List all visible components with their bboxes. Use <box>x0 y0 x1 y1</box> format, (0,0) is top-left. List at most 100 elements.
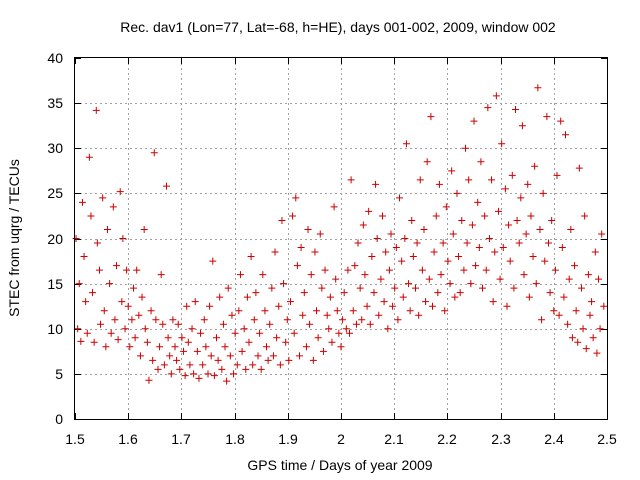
data-point <box>289 212 297 220</box>
data-point <box>238 347 246 355</box>
data-point <box>391 284 399 292</box>
data-point <box>321 266 329 274</box>
data-point <box>140 225 148 233</box>
data-point <box>392 244 400 252</box>
data-point <box>472 262 480 270</box>
data-point <box>361 271 369 279</box>
data-point <box>503 302 511 310</box>
data-point <box>191 298 199 306</box>
data-point <box>216 293 224 301</box>
data-point <box>190 370 198 378</box>
data-point <box>460 266 468 274</box>
data-point <box>269 352 277 360</box>
data-point <box>174 320 182 328</box>
data-point <box>333 307 341 315</box>
data-point <box>213 334 221 342</box>
x-tick-label: 1.8 <box>225 431 245 447</box>
data-point <box>80 253 88 261</box>
data-point <box>184 338 192 346</box>
data-point <box>365 207 373 215</box>
y-tick-label: 0 <box>55 411 63 427</box>
data-point <box>290 329 298 337</box>
data-point <box>252 289 260 297</box>
data-point <box>311 248 319 256</box>
data-point <box>546 289 554 297</box>
data-point <box>77 337 85 345</box>
data-point <box>231 329 239 337</box>
data-point <box>600 302 608 310</box>
data-point <box>385 266 393 274</box>
x-tick-label: 1.9 <box>278 431 298 447</box>
data-point <box>429 302 437 310</box>
data-point <box>224 284 232 292</box>
data-point <box>413 239 421 247</box>
y-tick-label: 30 <box>47 140 63 156</box>
data-point <box>481 212 489 220</box>
data-point <box>536 225 544 233</box>
data-point <box>485 235 493 242</box>
data-point <box>442 203 450 211</box>
data-point <box>588 298 596 306</box>
data-point <box>319 347 327 355</box>
data-point <box>304 225 312 233</box>
data-point <box>243 293 251 301</box>
data-point <box>74 325 82 333</box>
data-point <box>446 280 454 288</box>
data-point <box>145 376 153 384</box>
data-point <box>354 239 362 247</box>
data-point <box>513 216 521 224</box>
data-point <box>432 212 440 220</box>
data-point <box>95 266 103 274</box>
data-point <box>209 257 217 265</box>
data-point <box>124 302 132 310</box>
data-point <box>116 188 124 196</box>
data-point <box>154 365 162 373</box>
data-point <box>160 361 168 369</box>
data-point <box>467 280 475 288</box>
data-point <box>351 262 359 270</box>
data-point <box>107 329 115 337</box>
data-point <box>188 325 196 333</box>
data-point <box>106 280 114 288</box>
data-point <box>282 338 290 346</box>
data-point <box>235 307 243 315</box>
data-point <box>280 280 288 288</box>
data-point <box>524 180 532 188</box>
data-point <box>425 275 433 283</box>
data-point <box>226 352 234 360</box>
data-point <box>207 352 215 360</box>
data-point <box>441 307 449 315</box>
data-point <box>278 216 286 224</box>
x-tick-label: 1.5 <box>65 431 85 447</box>
data-point <box>135 311 143 319</box>
data-point <box>103 225 111 233</box>
chart-title: Rec. dav1 (Lon=77, Lat=-68, h=HE), days … <box>120 19 556 35</box>
data-point <box>242 365 250 373</box>
data-point <box>420 225 428 233</box>
data-point <box>416 176 424 184</box>
data-point <box>193 347 201 355</box>
data-point <box>256 329 264 337</box>
data-point <box>152 316 160 324</box>
data-point <box>577 284 585 292</box>
data-point <box>511 105 519 113</box>
data-point <box>119 235 127 242</box>
data-point <box>257 365 265 373</box>
data-point <box>531 162 539 170</box>
data-point <box>133 266 141 274</box>
data-point <box>398 257 406 265</box>
y-tick-label: 25 <box>47 185 63 201</box>
data-point <box>401 235 409 242</box>
data-point <box>78 198 86 206</box>
data-point <box>136 352 144 360</box>
data-point <box>128 316 136 324</box>
data-point <box>448 167 456 175</box>
data-point <box>228 311 236 319</box>
data-point <box>568 334 576 342</box>
data-point <box>261 307 269 315</box>
data-point <box>515 239 523 247</box>
data-point <box>167 370 175 378</box>
data-point <box>299 311 307 319</box>
data-point <box>309 356 317 364</box>
